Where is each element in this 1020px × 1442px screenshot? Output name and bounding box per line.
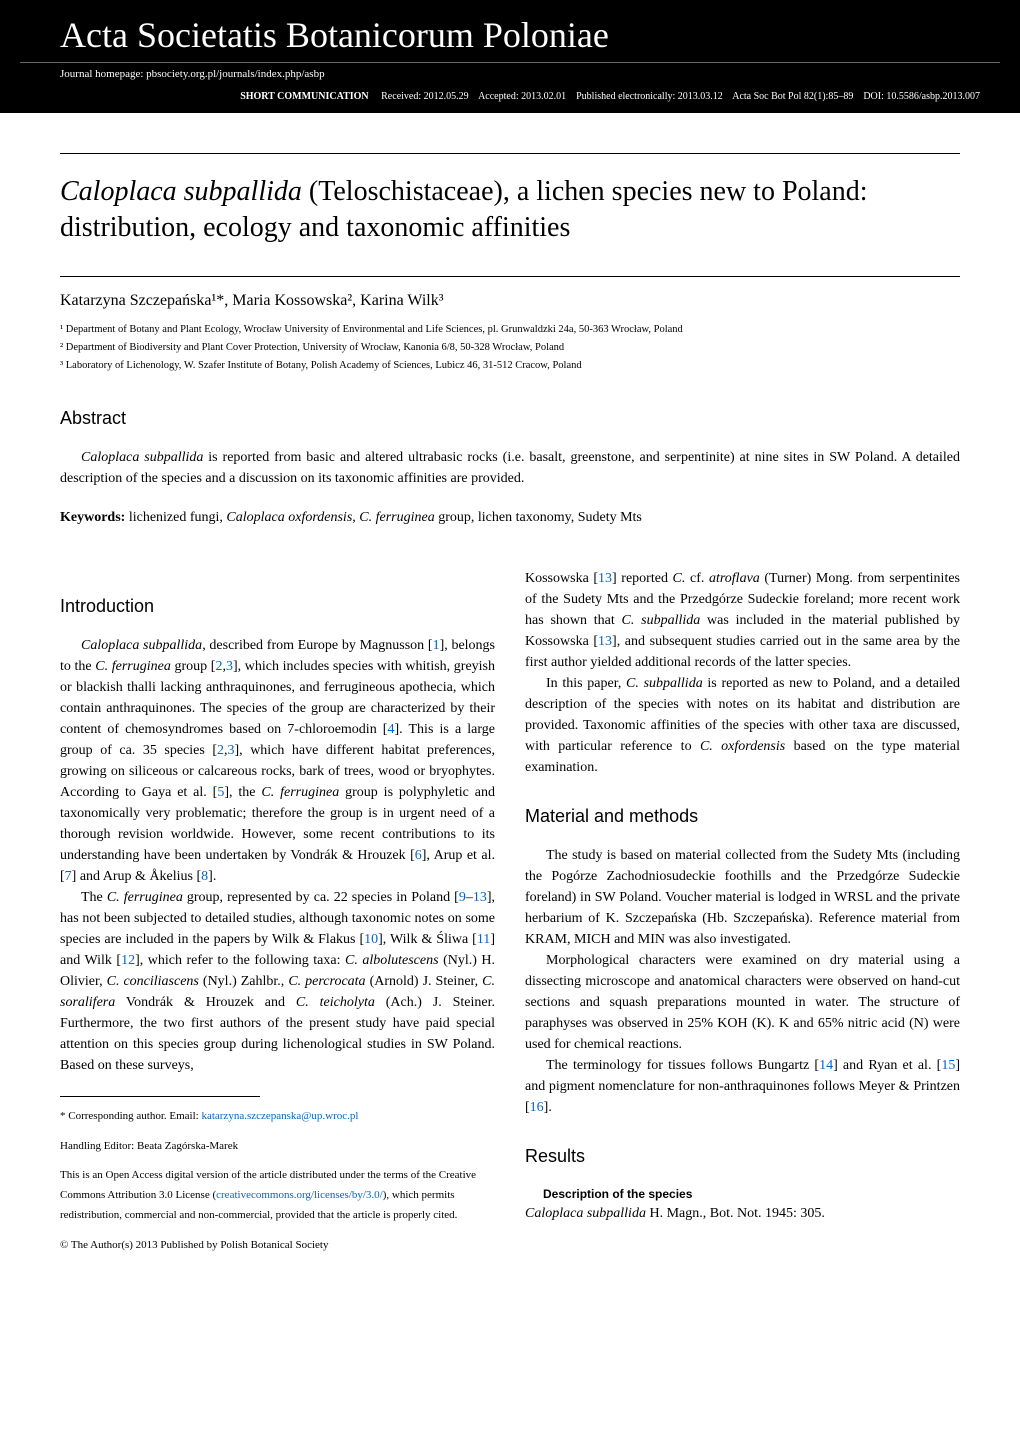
abstract-body: Caloplaca subpallida is reported from ba… xyxy=(60,447,960,489)
affiliation-1: ¹ Department of Botany and Plant Ecology… xyxy=(60,321,960,339)
journal-homepage: Journal homepage: pbsociety.org.pl/journ… xyxy=(20,62,1000,86)
authors-rule-top xyxy=(60,276,960,277)
intro-paragraph-4: In this paper, C. subpallida is reported… xyxy=(525,673,960,778)
results-heading: Results xyxy=(525,1143,960,1170)
affiliation-2: ² Department of Biodiversity and Plant C… xyxy=(60,339,960,357)
intro-paragraph-3: Kossowska [13] reported C. cf. atroflava… xyxy=(525,568,960,673)
article-title: Caloplaca subpallida (Teloschistaceae), … xyxy=(60,174,960,247)
article-metadata-line: SHORT COMMUNICATION Received: 2012.05.29… xyxy=(20,86,1000,107)
material-methods-heading: Material and methods xyxy=(525,803,960,830)
journal-header: Acta Societatis Botanicorum Poloniae Jou… xyxy=(0,0,1020,113)
handling-editor: Handling Editor: Beata Zagórska-Marek xyxy=(60,1137,495,1157)
intro-paragraph-2: The C. ferruginea group, represented by … xyxy=(60,887,495,1076)
footnotes: * Corresponding author. Email: katarzyna… xyxy=(60,1107,495,1256)
mm-paragraph-3: The terminology for tissues follows Bung… xyxy=(525,1055,960,1118)
intro-paragraph-1: Caloplaca subpallida, described from Eur… xyxy=(60,635,495,887)
abstract-heading: Abstract xyxy=(60,405,960,432)
mm-paragraph-2: Morphological characters were examined o… xyxy=(525,950,960,1055)
open-access-statement: This is an Open Access digital version o… xyxy=(60,1166,495,1225)
body-columns: Introduction Caloplaca subpallida, descr… xyxy=(60,568,960,1266)
corresponding-author: * Corresponding author. Email: katarzyna… xyxy=(60,1107,495,1127)
affiliation-3: ³ Laboratory of Lichenology, W. Szafer I… xyxy=(60,357,960,375)
copyright: © The Author(s) 2013 Published by Polish… xyxy=(60,1236,495,1256)
corresponding-email-link[interactable]: katarzyna.szczepanska@up.wroc.pl xyxy=(201,1110,358,1122)
title-rule-top xyxy=(60,153,960,154)
species-citation: Caloplaca subpallida H. Magn., Bot. Not.… xyxy=(525,1203,960,1224)
journal-title: Acta Societatis Botanicorum Poloniae xyxy=(20,8,1000,62)
mm-paragraph-1: The study is based on material collected… xyxy=(525,845,960,950)
authors: Katarzyna Szczepańska¹*, Maria Kossowska… xyxy=(60,289,960,313)
keywords: Keywords: lichenized fungi, Caloplaca ox… xyxy=(60,507,960,528)
cc-license-link[interactable]: creativecommons.org/licenses/by/3.0/ xyxy=(216,1189,383,1201)
introduction-heading: Introduction xyxy=(60,593,495,620)
description-subheading: Description of the species xyxy=(525,1185,960,1203)
article-content: Caloplaca subpallida (Teloschistaceae), … xyxy=(0,113,1020,1306)
affiliations: ¹ Department of Botany and Plant Ecology… xyxy=(60,321,960,375)
footnote-separator xyxy=(60,1096,260,1097)
